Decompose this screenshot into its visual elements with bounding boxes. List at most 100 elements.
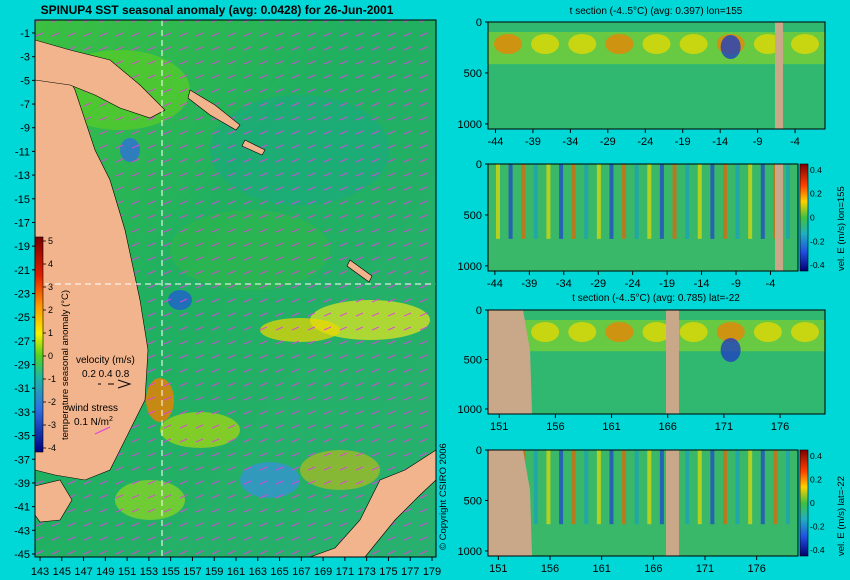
- colorbar-ticks: 5 4 3 2 1 0 -1 -2 -3 -4: [43, 236, 56, 453]
- velocity-band: [647, 450, 652, 525]
- velocity-band: [609, 164, 614, 239]
- velocity-colorbar-tick: -0.2: [810, 236, 825, 246]
- wind-stress-label: wind stress: [67, 403, 118, 414]
- lat-tick-label: -13: [14, 170, 30, 182]
- map-colorbar: 5 4 3 2 1 0 -1 -2 -3 -4 temperature seasonal anom…: [34, 236, 71, 453]
- lat-tick-label: -39: [14, 478, 30, 490]
- velocity-band: [722, 164, 727, 239]
- lat-tick-label: -45: [14, 549, 30, 561]
- lat-tick-label: -41: [14, 502, 30, 514]
- section-field: [488, 22, 825, 129]
- sst-map: -1-3-5-7-9-11-13-15-17-19-21-23-25-27-29…: [14, 19, 441, 578]
- section-field: [488, 450, 798, 556]
- colorbar-tick-label: 4: [48, 259, 53, 269]
- lat-tick-label: -23: [14, 289, 30, 301]
- warm-anomaly: [642, 34, 671, 54]
- lon-tick-label: 169: [314, 566, 332, 578]
- warm-anomaly: [679, 322, 708, 342]
- section-x-tick-label: -9: [731, 278, 741, 290]
- section-x-tick-label: 176: [747, 563, 765, 575]
- new-guinea-land: [35, 39, 166, 119]
- colorbar-gradient: [34, 236, 44, 453]
- depth-tick-label: 500: [464, 210, 482, 222]
- velocity-band: [685, 450, 690, 525]
- lat-tick-label: -43: [14, 525, 30, 537]
- section-x-tick-label: 171: [715, 421, 733, 433]
- depth-tick-label: 1000: [458, 119, 482, 131]
- velocity-band: [596, 164, 601, 239]
- velocity-colorbar-label: vel. E (m/s) lon=155: [836, 186, 847, 271]
- section-x-tick-label: 161: [602, 421, 620, 433]
- warm-anomaly: [531, 34, 560, 54]
- lat-tick-label: -17: [14, 217, 30, 229]
- section-x-tick-label: 151: [490, 421, 508, 433]
- warm-anomaly: [679, 34, 708, 54]
- lon-tick-label: 155: [161, 566, 179, 578]
- solomon-islands: [187, 89, 266, 156]
- velocity-band: [546, 164, 551, 239]
- colorbar-tick-label: 1: [48, 328, 53, 338]
- velocity-band: [584, 450, 589, 525]
- section-panel-3: 0 500 1000 151 156 161 166 171 176 t section (-4.…: [458, 293, 826, 433]
- warm-anomaly: [531, 322, 560, 342]
- velocity-band: [496, 164, 500, 239]
- lon-tick-label: 147: [74, 566, 92, 578]
- warm-anomaly: [605, 322, 634, 342]
- lat-tick-label: -21: [14, 265, 30, 277]
- wind-stress-arrow: [94, 426, 111, 435]
- map-field: [35, 20, 436, 557]
- section-background: [488, 450, 798, 556]
- section-x-tick-label: -19: [659, 278, 675, 290]
- section-x-tick-label: -24: [637, 136, 653, 148]
- warm-anomaly: [791, 322, 819, 342]
- lat-tick-label: -33: [14, 407, 30, 419]
- velocity-band: [533, 450, 538, 525]
- velocity-band: [571, 450, 576, 525]
- warm-anomaly: [494, 34, 522, 54]
- section-x-tick-label: -9: [753, 136, 763, 148]
- colorbar-tick-label: -1: [48, 374, 56, 384]
- lon-tick-label: 163: [249, 566, 267, 578]
- velocity-label: velocity (m/s): [76, 355, 135, 366]
- lon-tick-label: 167: [292, 566, 310, 578]
- velocity-colorbar-tick: 0: [810, 498, 815, 508]
- section-title: t section (-4..5°C) (avg: 0.397) lon=155: [570, 6, 743, 17]
- section-x-tick-label: 166: [644, 563, 662, 575]
- velocity-band: [748, 450, 753, 525]
- lat-tick-label: -7: [20, 99, 30, 111]
- section-field: [488, 164, 798, 271]
- section-panel-4: 0 500 1000 151 156 161 166 171 176 0.4 0.2 0 -0.2 -0.…: [458, 445, 847, 575]
- lat-tick-label: -29: [14, 360, 30, 372]
- section-field: [488, 310, 825, 414]
- map-lon-axis: 143 145 147 149 151 153 155 157 159 161 163 165 167 1…: [31, 557, 441, 578]
- velocity-colorbar-tick: 0.4: [810, 451, 822, 461]
- lon-tick-label: 159: [205, 566, 223, 578]
- section-x-tick-label: -14: [712, 136, 728, 148]
- section-x-tick-label: -24: [625, 278, 641, 290]
- section-x-tick-label: 151: [489, 563, 507, 575]
- section-panels: 0 500 1000 -44 -39 -34 -29 -24 -19 -14 -9 -4 t secti…: [458, 6, 847, 575]
- velocity-values: 0.2 0.4 0.8: [82, 369, 130, 380]
- lat-tick-label: -3: [20, 52, 30, 64]
- velocity-band: [735, 164, 740, 239]
- velocity-band: [508, 164, 513, 239]
- section-frame: [487, 309, 826, 415]
- section-x-tick-label: -4: [766, 278, 776, 290]
- velocity-arrow-large: [117, 379, 132, 389]
- section-x-tick-label: 166: [659, 421, 677, 433]
- land-mask: [775, 22, 783, 129]
- velocity-colorbar-tick: -0.4: [810, 260, 825, 270]
- section-x-tick-label: -4: [790, 136, 800, 148]
- section-x-tick-label: -39: [525, 136, 541, 148]
- warm-anomaly: [753, 322, 782, 342]
- velocity-colorbar-tick: 0.2: [810, 474, 822, 484]
- velocity-band: [533, 164, 538, 239]
- lat-tick-label: -1: [20, 28, 30, 40]
- velocity-band: [659, 450, 664, 525]
- velocity-colorbar: [799, 449, 809, 557]
- velocity-band: [786, 164, 790, 239]
- velocity-band: [722, 450, 727, 525]
- section-x-tick-label: -34: [562, 136, 578, 148]
- warm-anomaly: [605, 34, 634, 54]
